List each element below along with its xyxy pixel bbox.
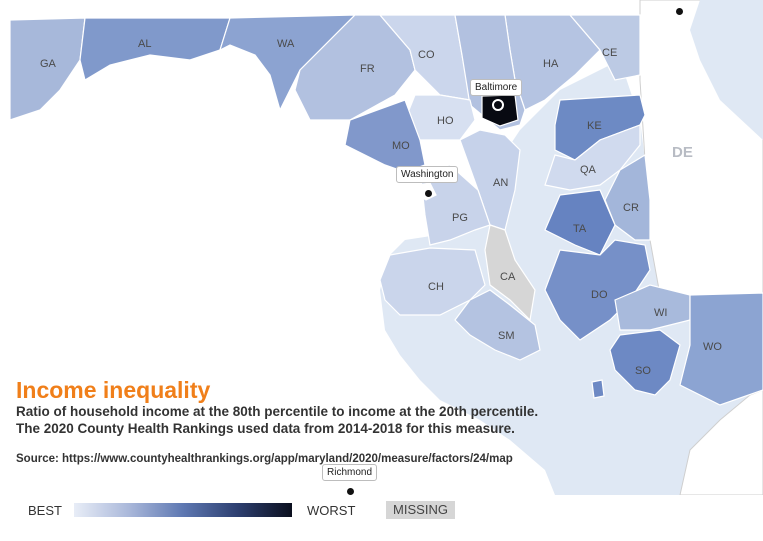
county-label-fr: FR bbox=[360, 63, 375, 75]
county-ca[interactable] bbox=[484, 224, 536, 322]
county-label-wa: WA bbox=[277, 38, 295, 50]
county-so[interactable] bbox=[609, 329, 681, 396]
county-label-wo: WO bbox=[703, 341, 722, 353]
city-label-baltimore: Baltimore bbox=[470, 79, 523, 96]
city-dot-delaware bbox=[676, 8, 683, 15]
county-pg[interactable] bbox=[419, 164, 491, 246]
color-legend: BEST WORST MISSING bbox=[0, 495, 763, 541]
county-label-ho: HO bbox=[437, 115, 454, 127]
county-label-qa: QA bbox=[580, 164, 597, 176]
maryland-county-map[interactable]: GA AL WA FR CO HA CE HO MO AN KE QA PG CR TA CA CH DO SM WI… bbox=[0, 0, 763, 495]
city-label-richmond: Richmond bbox=[322, 464, 378, 481]
county-label-co: CO bbox=[418, 49, 435, 61]
source-link-text[interactable]: Source: https://www.countyhealthrankings… bbox=[16, 453, 513, 465]
county-label-al: AL bbox=[138, 38, 151, 50]
county-label-ta: TA bbox=[573, 223, 587, 235]
county-label-ch: CH bbox=[428, 281, 444, 293]
legend-missing-swatch: MISSING bbox=[386, 501, 455, 519]
county-label-sm: SM bbox=[498, 330, 515, 342]
county-label-ga: GA bbox=[40, 58, 57, 70]
legend-gradient-bar bbox=[74, 503, 292, 517]
county-label-ha: HA bbox=[543, 58, 559, 70]
map-title: Income inequality bbox=[16, 377, 211, 403]
county-somer2[interactable] bbox=[591, 379, 605, 399]
county-wo[interactable] bbox=[679, 292, 763, 406]
city-label-washington: Washington bbox=[396, 166, 459, 183]
map-area[interactable]: GA AL WA FR CO HA CE HO MO AN KE QA PG CR TA CA CH DO SM WI… bbox=[0, 0, 763, 495]
county-label-ca: CA bbox=[500, 271, 516, 283]
county-label-so: SO bbox=[635, 365, 651, 377]
county-ch[interactable] bbox=[379, 247, 486, 316]
washington-dot bbox=[425, 190, 432, 197]
county-label-ce: CE bbox=[602, 47, 617, 59]
county-label-cr: CR bbox=[623, 202, 639, 214]
county-al[interactable] bbox=[79, 17, 231, 81]
county-label-wi: WI bbox=[654, 307, 667, 319]
county-label-mo: MO bbox=[392, 140, 410, 152]
legend-best-label: BEST bbox=[28, 503, 62, 518]
map-subtitle-line1: Ratio of household income at the 80th pe… bbox=[16, 404, 539, 419]
county-label-do: DO bbox=[591, 289, 608, 301]
map-subtitle-line2: The 2020 County Health Rankings used dat… bbox=[16, 421, 515, 436]
state-label-de: DE bbox=[672, 144, 693, 161]
county-ce[interactable] bbox=[568, 14, 641, 81]
county-qa[interactable] bbox=[544, 124, 641, 191]
baltimore-marker bbox=[492, 99, 504, 111]
county-label-ke: KE bbox=[587, 120, 602, 132]
county-sm[interactable] bbox=[454, 289, 541, 361]
delaware-bay-water bbox=[690, 0, 763, 140]
county-label-an: AN bbox=[493, 177, 508, 189]
legend-worst-label: WORST bbox=[307, 503, 356, 518]
county-label-pg: PG bbox=[452, 212, 468, 224]
richmond-dot bbox=[347, 488, 354, 495]
